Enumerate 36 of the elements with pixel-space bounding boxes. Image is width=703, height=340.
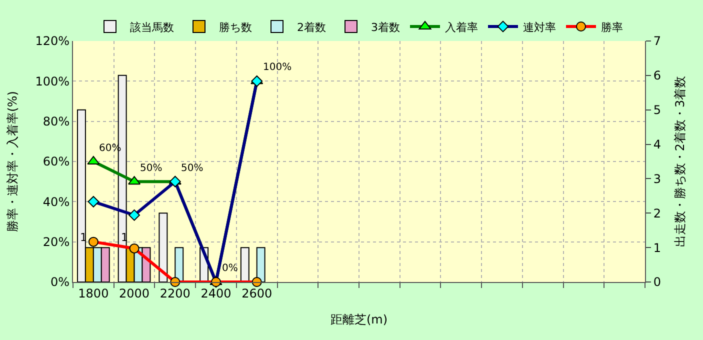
y-tick-label: 20%	[42, 235, 70, 250]
y-tick-label: 80%	[42, 114, 70, 129]
y-tick-label: 40%	[42, 194, 70, 209]
y2-tick-label: 7	[653, 34, 662, 48]
legend-label: 勝率	[601, 20, 623, 34]
x-axis-title: 距離芝(m)	[330, 312, 388, 326]
y-tick-label: 120%	[35, 34, 70, 48]
y-tick-label: 60%	[42, 154, 70, 169]
bar	[158, 212, 168, 282]
bar	[240, 247, 250, 282]
y2-axis-title: 出走数・勝ち数・2着数・3着数	[672, 76, 687, 248]
y2-tick-label: 5	[653, 103, 662, 118]
legend-label: 勝ち数	[219, 20, 252, 34]
data-label: 50%	[140, 163, 162, 174]
x-tick-label: 2600	[242, 286, 272, 300]
y2-tick-label: 0	[653, 275, 662, 290]
data-label: 100%	[263, 62, 292, 73]
legend-label: 該当馬数	[130, 20, 174, 34]
y-tick-label: 100%	[35, 74, 70, 88]
legend-label: 入着率	[445, 20, 478, 34]
x-tick-label: 2000	[119, 286, 150, 300]
y2-tick-label: 2	[653, 206, 662, 220]
x-tick-label: 2200	[160, 286, 190, 300]
y2-tick-label: 3	[653, 172, 662, 186]
x-tick-label: 1800	[78, 286, 109, 300]
y-axis-title: 勝率・連対率・入着率(%)	[6, 91, 20, 232]
data-label: 0%	[222, 263, 238, 274]
x-tick-label: 2400	[200, 286, 232, 300]
data-label: 50%	[181, 163, 204, 174]
legend-label: 連対率	[523, 20, 556, 34]
y-tick-label: 0%	[50, 275, 70, 290]
y2-tick-label: 6	[653, 68, 662, 83]
y2-tick-label: 1	[653, 240, 662, 255]
legend-label: 2着数	[297, 20, 326, 34]
legend-label: 3着数	[371, 20, 400, 34]
y2-tick-label: 4	[653, 137, 662, 152]
